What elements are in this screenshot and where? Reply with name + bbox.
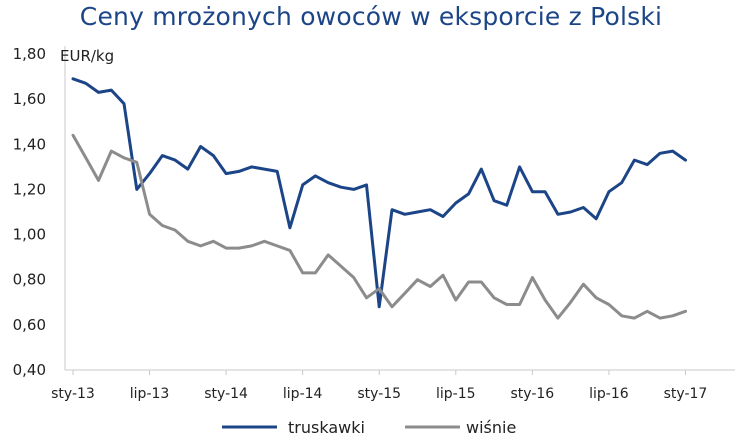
x-tick-label: lip-15	[436, 386, 476, 402]
x-tick-label: sty-13	[51, 386, 95, 402]
x-tick-label: sty-17	[664, 386, 708, 402]
y-tick-label: 1,20	[13, 180, 46, 198]
y-axis-unit-label: EUR/kg	[60, 47, 114, 65]
y-tick-label: 0,60	[13, 316, 46, 334]
y-tick-label: 1,80	[13, 45, 46, 63]
y-axis-ticks: 0,40 0,60 0,80 1,00 1,20 1,40 1,60 1,80	[13, 45, 46, 379]
x-tick-label: sty-14	[204, 386, 248, 402]
y-tick-label: 0,80	[13, 271, 46, 289]
legend-label-truskawki: truskawki	[288, 418, 365, 437]
x-axis-ticks: sty-13 lip-13 sty-14 lip-14 sty-15 lip-15 sty-…	[51, 370, 707, 402]
series-line-wisnie	[71, 133, 687, 320]
x-tick-label: lip-14	[283, 386, 323, 402]
x-tick-label: lip-16	[589, 386, 629, 402]
chart-title: Ceny mrożonych owoców w eksporcie z Pols…	[79, 2, 663, 31]
y-tick-label: 1,60	[13, 90, 46, 108]
y-tick-label: 1,00	[13, 226, 46, 244]
series-line-truskawki	[71, 77, 687, 309]
x-tick-label: sty-16	[511, 386, 555, 402]
legend: truskawki wiśnie	[222, 418, 516, 437]
series-lines	[71, 77, 687, 320]
x-tick-label: sty-15	[357, 386, 401, 402]
axes	[64, 46, 735, 371]
y-tick-label: 0,40	[13, 361, 46, 379]
y-tick-label: 1,40	[13, 135, 46, 153]
legend-label-wisnie: wiśnie	[466, 418, 516, 437]
x-tick-label: lip-13	[130, 386, 170, 402]
